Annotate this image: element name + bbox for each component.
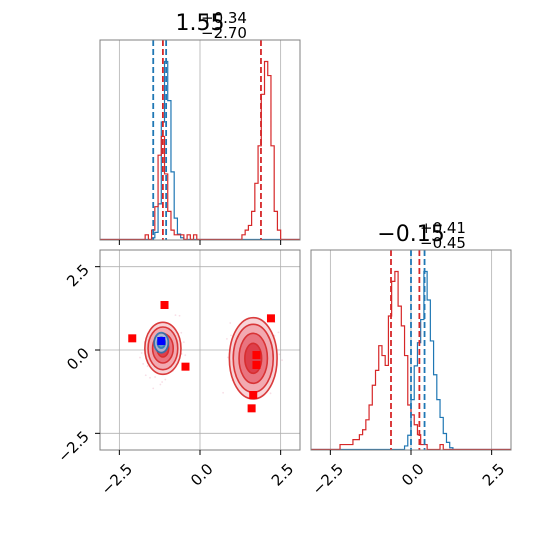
sample-point bbox=[178, 314, 181, 317]
red-square-1 bbox=[128, 334, 137, 343]
grid-lines bbox=[118, 40, 282, 240]
quantile-lines bbox=[390, 250, 426, 450]
title-param2-lower: −0.45 bbox=[420, 234, 466, 252]
sample-point bbox=[225, 338, 228, 340]
sample-point bbox=[277, 331, 280, 334]
y2-tick-label-0: −2.5 bbox=[54, 427, 92, 465]
sample-point bbox=[180, 331, 183, 334]
title-param1-lower: −2.70 bbox=[201, 24, 247, 42]
red-square-6 bbox=[252, 351, 261, 359]
panel-hist-param2: −2.5 0.0 2.5 −0.15 +0.41 −0.45 bbox=[309, 219, 512, 499]
sample-point bbox=[146, 365, 149, 367]
panel-hist-param1: 1.55 +0.34 −2.70 bbox=[99, 9, 301, 245]
y2-tick-label-2: 2.5 bbox=[63, 261, 93, 291]
red-square-4 bbox=[249, 391, 258, 399]
panel-joint: −2.5 0.0 2.5 −2.5 0.0 2.5 bbox=[54, 249, 301, 499]
sample-point bbox=[230, 334, 232, 337]
joint-density bbox=[128, 301, 283, 413]
x2-tick-label-1: 0.0 bbox=[398, 460, 428, 490]
quantile-lines bbox=[152, 40, 262, 240]
red-square-5 bbox=[247, 404, 256, 413]
y2-tick-label-1: 0.0 bbox=[63, 344, 93, 374]
sample-point bbox=[227, 356, 229, 359]
sample-point bbox=[281, 359, 283, 362]
x2-tick-label-2: 2.5 bbox=[479, 460, 509, 490]
sample-point bbox=[269, 392, 272, 395]
sample-point bbox=[278, 353, 281, 356]
sample-point bbox=[161, 381, 164, 383]
sample-point bbox=[152, 387, 155, 390]
sample-point bbox=[149, 376, 151, 379]
red-square-3 bbox=[266, 314, 275, 323]
square-markers bbox=[128, 301, 275, 413]
red-density-mode-1 bbox=[228, 316, 278, 400]
red-square-7 bbox=[252, 361, 261, 369]
sample-point bbox=[174, 314, 177, 317]
x2-tick-label-0: −2.5 bbox=[309, 460, 347, 498]
title-param2-upper: +0.41 bbox=[420, 219, 466, 237]
title-param1-upper: +0.34 bbox=[201, 9, 247, 27]
title-param2: −0.15 bbox=[377, 222, 444, 247]
tick-marks bbox=[118, 240, 282, 245]
red-square-0 bbox=[160, 301, 169, 309]
sample-point bbox=[159, 383, 162, 386]
red-square-2 bbox=[181, 362, 190, 371]
sample-point bbox=[142, 362, 145, 365]
title-param1-value: 1.55 bbox=[176, 11, 225, 36]
sample-point bbox=[164, 378, 167, 381]
tick-labels: −2.5 0.0 2.5 bbox=[309, 450, 509, 499]
sample-point bbox=[182, 341, 185, 344]
sample-point bbox=[139, 356, 141, 359]
x1-tick-label-1: 0.0 bbox=[187, 460, 217, 490]
sample-point bbox=[154, 376, 156, 378]
sample-point bbox=[229, 322, 232, 324]
sample-point bbox=[184, 354, 187, 357]
title-param2-value: −0.15 bbox=[377, 222, 444, 247]
blue-square-0 bbox=[157, 337, 166, 345]
x1-tick-label-2: 2.5 bbox=[268, 460, 298, 490]
title-param1: 1.55 bbox=[176, 11, 225, 36]
sample-point bbox=[144, 374, 147, 377]
sample-point bbox=[140, 352, 143, 354]
sample-point bbox=[222, 391, 225, 394]
x1-tick-label-0: −2.5 bbox=[98, 460, 136, 498]
